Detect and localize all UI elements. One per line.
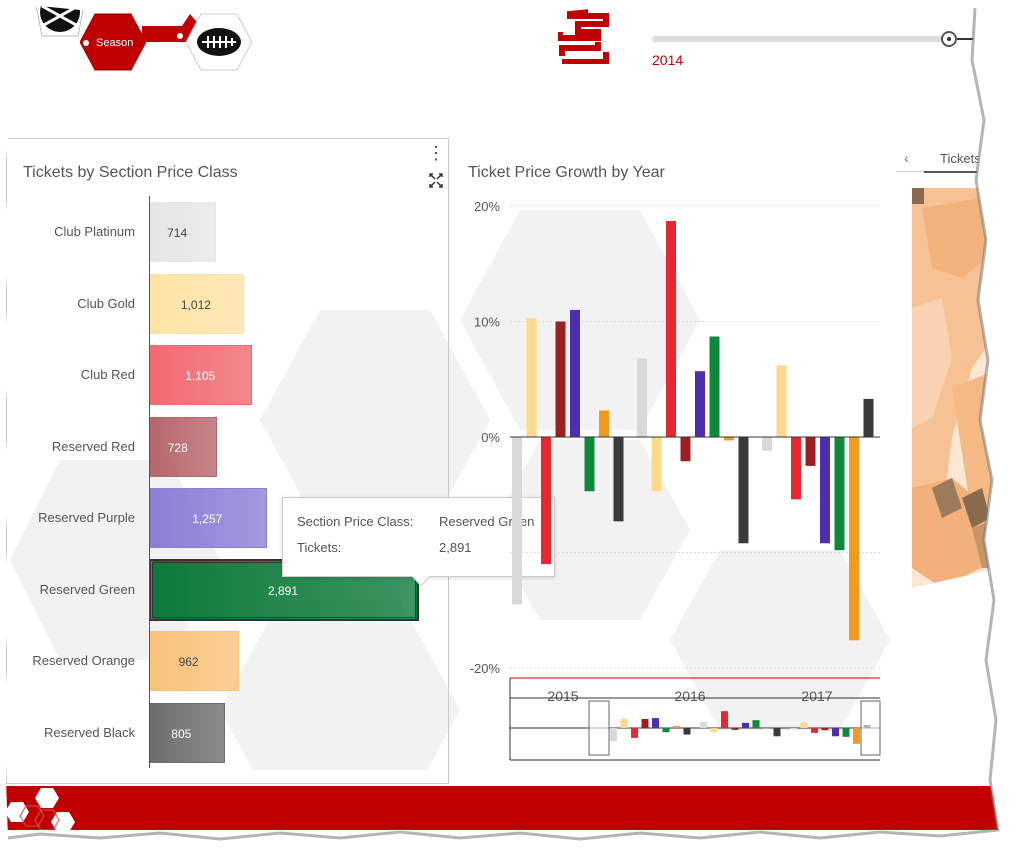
overview-bar <box>790 728 797 730</box>
category-label: Club Platinum <box>54 224 135 239</box>
category-label: Reserved Red <box>51 438 135 454</box>
growth-chart-title: Ticket Price Growth by Year <box>468 164 665 181</box>
growth-bar <box>512 437 522 605</box>
growth-bar <box>834 437 845 551</box>
overview-bar <box>821 728 829 731</box>
overview-bar <box>842 728 850 737</box>
vertical-ellipsis-icon[interactable]: ⋮ <box>427 143 445 163</box>
growth-bar <box>805 437 816 466</box>
growth-bar <box>738 437 749 544</box>
overview-bar <box>710 728 718 733</box>
year-slider-end <box>957 38 990 40</box>
overview-bar <box>731 728 739 730</box>
growth-bar <box>599 410 609 437</box>
left-panel-title: Tickets by Section Price Class <box>23 164 238 181</box>
overview-bar <box>832 728 839 737</box>
growth-bar <box>613 437 624 522</box>
category-label: Reserved Orange <box>32 653 135 668</box>
growth-bar <box>570 309 580 437</box>
growth-bar <box>776 365 787 437</box>
overview-bar <box>620 718 628 728</box>
range-handle-right[interactable] <box>860 700 881 756</box>
category-label: Reserved Green <box>39 581 135 597</box>
bar-value-label: 728 <box>167 440 188 455</box>
chevron-left-icon[interactable]: ‹ <box>904 150 909 166</box>
growth-bar <box>762 437 772 451</box>
growth-bar <box>724 437 734 441</box>
y-tick-label: -20% <box>470 661 501 676</box>
growth-bar <box>637 358 647 437</box>
bar-value-label: 1,105 <box>185 369 216 383</box>
growth-bar <box>584 437 595 492</box>
category-label: Club Red <box>80 367 135 382</box>
category-label: Reserved Black <box>43 724 135 740</box>
year-slider-handle[interactable] <box>941 31 957 47</box>
footer-bar <box>5 786 1000 830</box>
tooltip-row2-label: Tickets: <box>297 540 342 555</box>
growth-bar <box>666 221 676 437</box>
overview-bar <box>742 722 749 728</box>
footer-hex-pattern <box>5 788 75 830</box>
growth-bar <box>849 437 859 641</box>
growth-bar <box>541 437 551 565</box>
category-axis <box>149 196 150 768</box>
bar-value-label: 2,891 <box>268 583 299 598</box>
right-tab-bar: ‹ Tickets <box>896 145 996 175</box>
overview-bar <box>811 728 818 733</box>
x-tick-label: 2015 <box>547 688 578 704</box>
overview-bar <box>773 728 781 737</box>
growth-bar <box>526 318 537 437</box>
overview-bar <box>800 722 808 728</box>
growth-bar <box>651 437 662 492</box>
y-tick-label: 20% <box>474 199 500 214</box>
overview-bar <box>853 728 860 744</box>
tooltip-row1-label: Section Price Class: <box>297 514 414 529</box>
choropleth-map[interactable] <box>912 188 1000 768</box>
overview-bar <box>752 720 760 728</box>
bar-value-label: 714 <box>167 226 188 240</box>
football-hex-icon[interactable] <box>186 12 252 72</box>
bar-value-label: 1,257 <box>192 512 223 526</box>
x-tick-label: 2016 <box>674 688 705 704</box>
y-tick-label: 0% <box>481 430 500 445</box>
category-label: Club Gold <box>77 295 135 311</box>
x-tick-label: 2017 <box>801 688 832 704</box>
growth-bar <box>863 398 874 437</box>
overview-bar <box>662 728 670 733</box>
overview-bar <box>631 728 638 738</box>
overview-bar <box>683 728 691 735</box>
growth-bar <box>555 321 566 437</box>
season-label: Season <box>96 37 134 49</box>
overview-bar <box>721 711 728 728</box>
category-label: Reserved Purple <box>38 510 135 525</box>
growth-bar <box>695 371 705 437</box>
growth-bar <box>820 437 830 544</box>
overview-bar <box>700 721 707 728</box>
tab-tickets[interactable]: Tickets <box>940 151 981 166</box>
growth-chart: 20% 10% 0% -20% 2015 2016 2017 <box>470 199 881 761</box>
range-handle-left[interactable] <box>588 700 610 756</box>
year-slider-track[interactable] <box>652 36 952 42</box>
overview-bar <box>610 728 617 742</box>
bar-value-label: 805 <box>171 726 192 741</box>
growth-bar <box>791 437 801 500</box>
bar-value-label: 1,012 <box>180 297 211 312</box>
year-logo-icon <box>558 8 609 64</box>
y-tick-label: 10% <box>474 315 500 330</box>
bar-value-label: 962 <box>178 655 199 669</box>
growth-bar <box>680 437 691 462</box>
expand-icon[interactable] <box>425 168 447 194</box>
overview-bar <box>652 718 659 728</box>
overview-bar <box>673 725 680 728</box>
year-slider-value: 2014 <box>652 52 684 68</box>
overview-bar <box>641 719 649 728</box>
tooltip-pointer <box>412 576 430 587</box>
growth-bar <box>709 336 720 437</box>
